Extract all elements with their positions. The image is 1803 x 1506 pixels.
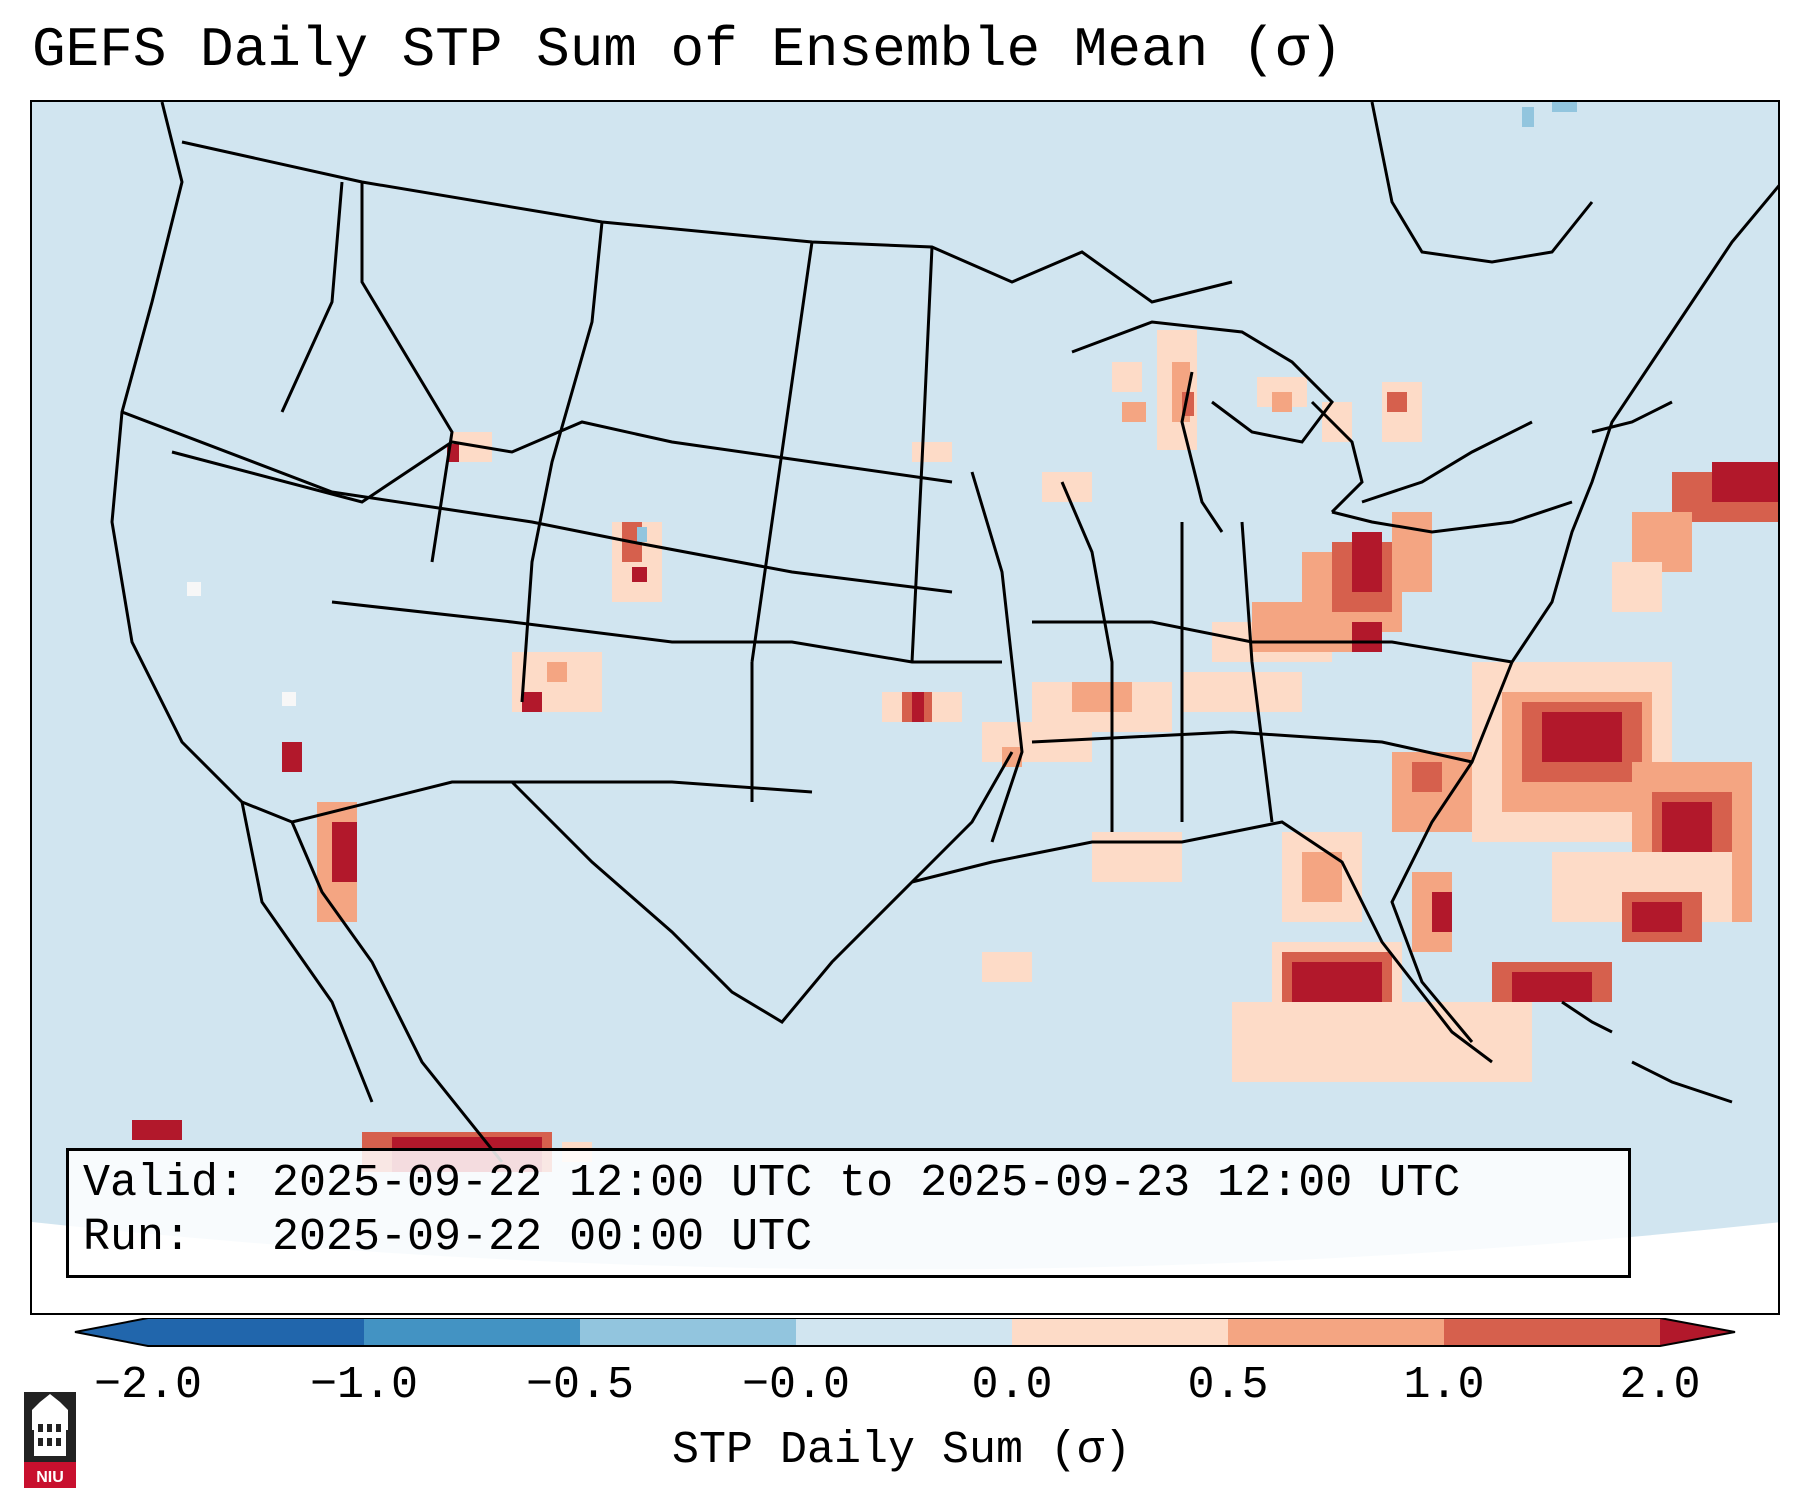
colorbar-tick: −0.0	[741, 1360, 851, 1411]
colorbar	[74, 1318, 1736, 1347]
valid-run-infobox: Valid: 2025-09-22 12:00 UTC to 2025-09-2…	[66, 1148, 1631, 1278]
colorbar-extend-high	[1660, 1318, 1735, 1346]
logo-text: NIU	[36, 1469, 64, 1486]
colorbar-tick: 2.0	[1619, 1360, 1701, 1411]
colorbar-bin	[796, 1318, 1012, 1346]
colorbar-tick: −1.0	[309, 1360, 419, 1411]
colorbar-label: STP Daily Sum (σ)	[671, 1425, 1132, 1476]
niu-logo: NIU	[24, 1392, 76, 1488]
stp-anomaly-cells	[132, 102, 1778, 1172]
map-canvas	[32, 102, 1778, 1270]
colorbar-tick: 1.0	[1403, 1360, 1485, 1411]
colorbar-tick: −0.5	[525, 1360, 635, 1411]
colorbar-tick: 0.0	[971, 1360, 1053, 1411]
run-time-line: Run: 2025-09-22 00:00 UTC	[83, 1212, 813, 1263]
valid-time-line: Valid: 2025-09-22 12:00 UTC to 2025-09-2…	[83, 1158, 1461, 1209]
colorbar-bin	[1228, 1318, 1444, 1346]
colorbar-tick: 0.5	[1187, 1360, 1269, 1411]
map-panel	[30, 100, 1780, 1315]
colorbar-bin	[580, 1318, 796, 1346]
state-boundaries	[110, 102, 1778, 1163]
map-title: GEFS Daily STP Sum of Ensemble Mean (σ)	[32, 18, 1343, 82]
colorbar-bin	[1444, 1318, 1660, 1346]
colorbar-extend-low	[75, 1318, 148, 1346]
colorbar-bin	[148, 1318, 364, 1346]
colorbar-bin	[1012, 1318, 1228, 1346]
colorbar-tick: −2.0	[93, 1360, 203, 1411]
colorbar-bin	[364, 1318, 580, 1346]
